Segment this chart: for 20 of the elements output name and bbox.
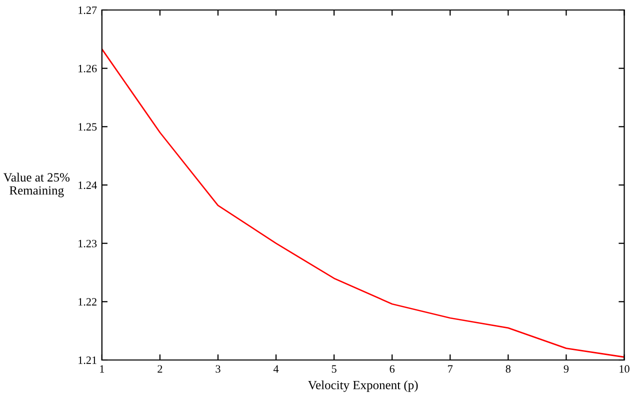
x-tick-label: 2 — [158, 365, 162, 373]
x-tick-label: 4 — [273, 365, 279, 373]
x-tick-label: 5 — [332, 365, 336, 373]
y-tick-label: 1.21 — [78, 356, 96, 364]
x-tick-label: 3 — [216, 365, 220, 373]
y-tick-label: 1.22 — [78, 298, 96, 306]
y-tick-label: 1.23 — [78, 240, 97, 248]
x-axis-title: Velocity Exponent (p) — [308, 380, 418, 392]
x-tick-label: 9 — [564, 365, 569, 373]
x-tick-label: 10 — [620, 365, 630, 373]
line-series — [102, 48, 624, 358]
x-tick-label: 8 — [506, 365, 511, 373]
x-tick-label: 1 — [100, 365, 104, 373]
y-tick-label: 1.27 — [78, 6, 97, 14]
y-tick-label: 1.24 — [78, 181, 97, 190]
x-tick-label: 6 — [390, 365, 395, 373]
y-tick-label: 1.26 — [78, 64, 97, 72]
x-tick-label: 7 — [448, 365, 453, 373]
y-axis-title: Value at 25% Remaining — [3, 172, 70, 198]
y-tick-label: 1.25 — [78, 123, 97, 131]
